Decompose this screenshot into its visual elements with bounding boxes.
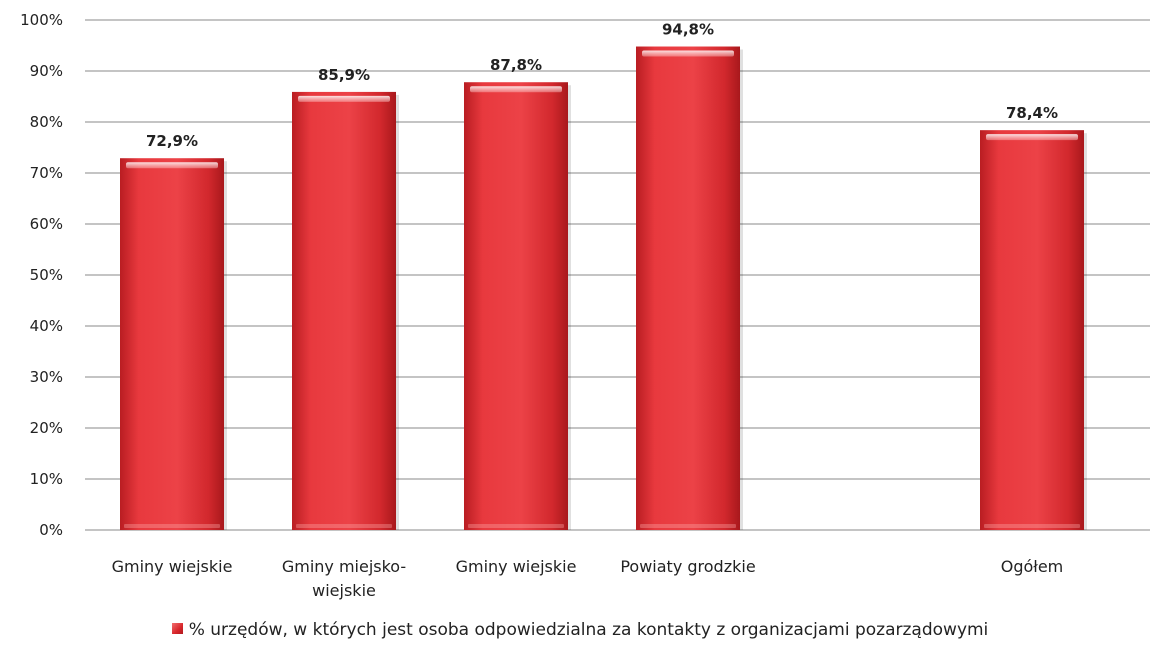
data-labels: 72,9% 85,9% 87,8% 94,8% 78,4% [146, 21, 1058, 151]
bars [120, 46, 1087, 531]
x-category-line: Ogółem [1001, 557, 1064, 576]
bar-base-highlight [468, 524, 564, 528]
y-tick-label: 90% [30, 62, 63, 80]
y-tick-label: 30% [30, 368, 63, 386]
data-label: 94,8% [662, 21, 714, 39]
x-category-line: wiejskie [312, 581, 376, 600]
bar-body [120, 158, 224, 530]
y-tick-label: 100% [20, 11, 63, 29]
data-label: 85,9% [318, 66, 370, 84]
data-label: 78,4% [1006, 104, 1058, 122]
legend-label: % urzędów, w których jest osoba odpowied… [188, 620, 989, 640]
x-category-label: Ogółem [1001, 557, 1064, 576]
y-tick-label: 70% [30, 164, 63, 182]
y-tick-label: 60% [30, 215, 63, 233]
bar [120, 158, 227, 530]
data-label: 72,9% [146, 132, 198, 150]
bar-body [464, 82, 568, 530]
legend-swatch [171, 622, 183, 634]
bar-base-highlight [984, 524, 1080, 528]
x-category-line: Gminy wiejskie [112, 557, 233, 576]
x-category-label: Powiaty grodzkie [620, 557, 755, 576]
bar [980, 130, 1087, 530]
data-label: 87,8% [490, 56, 542, 74]
bar-body [292, 91, 396, 530]
x-category-label: Gminy wiejskie [456, 557, 577, 576]
legend: % urzędów, w których jest osoba odpowied… [0, 620, 1160, 640]
bar-highlight [642, 50, 734, 57]
x-category-line: Gminy miejsko- [282, 557, 406, 576]
x-category-label: Gminy wiejskie [112, 557, 233, 576]
bar-highlight [298, 95, 390, 102]
bar-body [980, 130, 1084, 530]
y-tick-label: 10% [30, 470, 63, 488]
bar-base-highlight [124, 524, 220, 528]
bar [292, 91, 399, 530]
bar-base-highlight [640, 524, 736, 528]
x-category-line: Gminy wiejskie [456, 557, 577, 576]
bar-base-highlight [296, 524, 392, 528]
gridlines [85, 19, 1150, 531]
y-axis-ticks: 0% 10% 20% 30% 40% 50% 60% 70% 80% 90% 100% [20, 11, 63, 539]
bar-highlight [986, 134, 1078, 141]
x-category-label: Gminy miejsko-wiejskie [282, 557, 406, 600]
y-tick-label: 80% [30, 113, 63, 131]
bar-highlight [470, 86, 562, 93]
y-tick-label: 50% [30, 266, 63, 284]
y-tick-label: 20% [30, 419, 63, 437]
bar-highlight [126, 162, 218, 169]
y-tick-label: 40% [30, 317, 63, 335]
x-category-line: Powiaty grodzkie [620, 557, 755, 576]
bar [464, 82, 571, 530]
y-tick-label: 0% [39, 521, 63, 539]
bar-body [636, 46, 740, 531]
x-axis-categories: Gminy wiejskie Gminy miejsko-wiejskieGmin… [112, 557, 1064, 600]
bar [636, 46, 743, 531]
